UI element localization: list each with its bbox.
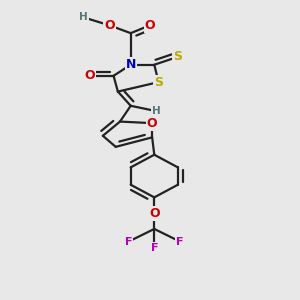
Text: O: O bbox=[149, 207, 160, 220]
Text: O: O bbox=[104, 19, 115, 32]
Text: S: S bbox=[154, 76, 163, 88]
Text: H: H bbox=[79, 12, 88, 22]
Text: O: O bbox=[145, 19, 155, 32]
Text: O: O bbox=[147, 117, 158, 130]
Text: F: F bbox=[125, 237, 132, 247]
Text: S: S bbox=[173, 50, 182, 63]
Text: H: H bbox=[152, 106, 161, 116]
Text: F: F bbox=[176, 237, 184, 247]
Text: F: F bbox=[151, 243, 158, 253]
Text: N: N bbox=[125, 58, 136, 71]
Text: O: O bbox=[85, 69, 95, 82]
